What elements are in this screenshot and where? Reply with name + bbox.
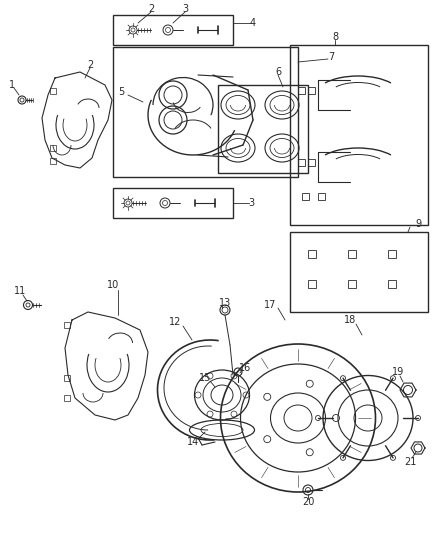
Text: 18: 18 <box>344 315 356 325</box>
Text: 14: 14 <box>187 437 199 447</box>
Bar <box>50 88 56 94</box>
Bar <box>348 250 356 258</box>
Bar <box>290 45 428 225</box>
Text: 6: 6 <box>275 67 281 77</box>
Bar <box>308 87 315 94</box>
Bar <box>64 375 70 381</box>
Text: 16: 16 <box>239 363 251 373</box>
Bar <box>298 87 305 94</box>
Bar <box>318 193 325 200</box>
Bar <box>50 158 56 164</box>
Text: 15: 15 <box>199 373 211 383</box>
Text: 3: 3 <box>248 198 254 208</box>
Text: 3: 3 <box>182 4 188 14</box>
Bar <box>348 280 356 288</box>
Text: 17: 17 <box>264 300 276 310</box>
Text: 20: 20 <box>302 497 314 507</box>
Bar <box>113 15 233 45</box>
Text: 2: 2 <box>148 4 154 14</box>
Bar <box>50 145 56 151</box>
Bar <box>298 159 305 166</box>
Text: 21: 21 <box>404 457 416 467</box>
Text: 13: 13 <box>219 298 231 308</box>
Text: 4: 4 <box>250 18 256 28</box>
Text: 9: 9 <box>415 219 421 229</box>
Bar <box>218 85 308 173</box>
Text: 10: 10 <box>107 280 119 290</box>
Bar <box>64 395 70 401</box>
Text: 7: 7 <box>328 52 334 62</box>
Text: 2: 2 <box>87 60 93 70</box>
Bar <box>308 280 316 288</box>
Text: 12: 12 <box>169 317 181 327</box>
Bar <box>308 159 315 166</box>
Text: 1: 1 <box>9 80 15 90</box>
Text: 8: 8 <box>332 32 338 42</box>
Bar <box>308 250 316 258</box>
Bar <box>290 232 428 312</box>
Bar <box>113 188 233 218</box>
Bar <box>64 322 70 328</box>
Bar <box>388 280 396 288</box>
Bar <box>113 47 298 177</box>
Text: 5: 5 <box>118 87 124 97</box>
Bar <box>388 250 396 258</box>
Text: 11: 11 <box>14 286 26 296</box>
Text: 19: 19 <box>392 367 404 377</box>
Bar <box>302 193 309 200</box>
